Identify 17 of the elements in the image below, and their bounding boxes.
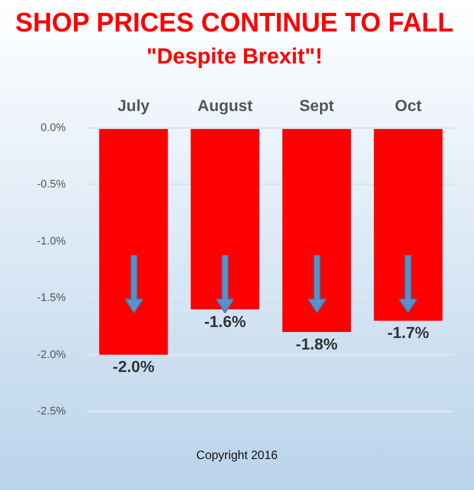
x-tick-label: Sept (299, 98, 335, 115)
x-tick-label: July (118, 98, 150, 115)
chart-subtitle: "Despite Brexit"! (146, 44, 323, 69)
x-tick-label: Oct (394, 98, 422, 115)
y-tick-label: -1.5% (36, 292, 66, 304)
data-label: -1.6% (204, 314, 246, 331)
data-label: -1.8% (296, 336, 338, 354)
data-label: -1.7% (387, 325, 430, 342)
y-tick-label: -1.0% (36, 235, 66, 248)
chart-title: SHOP PRICES CONTINUE TO FALL (15, 7, 454, 38)
x-tick-label: August (198, 98, 254, 115)
y-tick-label: -2.5% (36, 405, 66, 418)
y-tick-label: 0.0% (40, 122, 66, 134)
y-tick-label: -2.0% (36, 348, 66, 361)
text: Copyright 2016 (195, 448, 279, 462)
y-tick-label: -0.5% (36, 178, 66, 191)
data-label: -2.0% (112, 359, 154, 376)
